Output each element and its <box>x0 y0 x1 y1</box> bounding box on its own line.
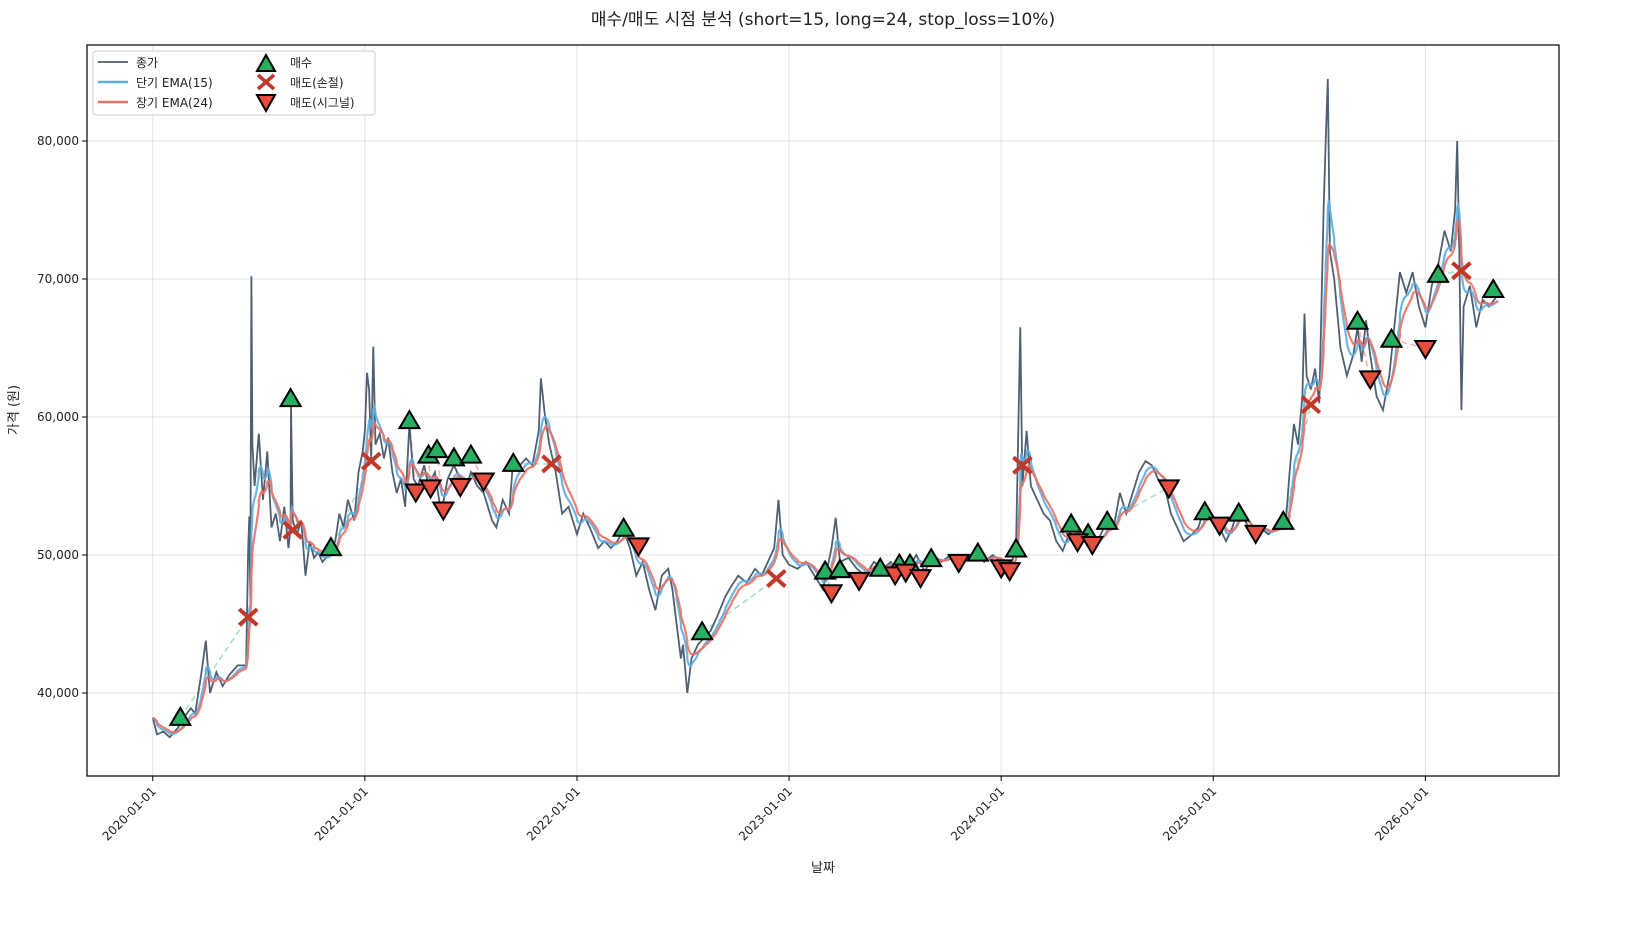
legend-sell-signal-icon <box>255 94 277 114</box>
plot-frame <box>86 44 1560 777</box>
buy-marker <box>919 547 943 568</box>
sell-signal-marker <box>946 553 971 574</box>
buy-marker <box>828 558 852 579</box>
stop-loss-marker <box>1300 395 1322 415</box>
stop-loss-marker <box>360 451 382 471</box>
sell-signal-marker <box>418 479 443 500</box>
sell-signal-marker <box>847 571 871 592</box>
buy-marker <box>1095 509 1119 530</box>
sell-signal-marker <box>471 472 496 493</box>
buy-marker <box>278 387 303 408</box>
stop-loss-marker <box>541 454 562 474</box>
stop-loss-stroke <box>1012 455 1033 475</box>
legend-sell-signal-label: 매도(시그널) <box>290 96 355 110</box>
stop-loss-stroke <box>282 520 304 540</box>
trade-markers <box>168 261 1505 726</box>
sell-signal-marker <box>404 483 428 504</box>
stop-loss-marker <box>1451 261 1472 281</box>
close-price-line <box>151 78 1499 739</box>
y-tick-label: 50,000 <box>37 548 79 562</box>
sell-signal-marker <box>448 478 473 498</box>
legend-stop-loss-icon <box>256 73 276 91</box>
sell-signal-marker <box>1413 340 1438 360</box>
stop-loss-marker <box>282 520 304 540</box>
buy-marker <box>425 438 449 459</box>
sell-signal-marker <box>1156 479 1181 500</box>
buy-marker <box>1426 262 1450 283</box>
sell-signal-marker <box>1080 535 1105 556</box>
stop-loss-marker <box>1012 455 1033 475</box>
sell-signal-marker <box>1207 516 1232 537</box>
legend-ema-long-label: 장기 EMA(24) <box>136 96 213 110</box>
buy-marker <box>459 443 483 464</box>
sell-signal-marker <box>626 537 651 558</box>
x-tick-label: 2021-01-01 <box>312 784 371 843</box>
x-tick-label: 2022-01-01 <box>524 784 583 843</box>
stop-loss-marker <box>237 607 259 627</box>
stop-loss-stroke <box>1451 261 1472 281</box>
x-axis-label: 날짜 <box>811 861 835 876</box>
legend: 종가 단기 EMA(15) 장기 EMA(24) 매수 매도(손절) 매도(시그… <box>92 50 376 116</box>
x-tick-label: 2020-01-01 <box>100 784 159 843</box>
stop-loss-stroke <box>766 568 787 588</box>
buy-marker <box>813 559 837 580</box>
legend-buy-label: 매수 <box>290 56 312 70</box>
sell-signal-marker <box>1243 524 1268 545</box>
buy-marker <box>1345 309 1370 330</box>
buy-marker <box>501 451 526 472</box>
buy-marker <box>319 536 343 557</box>
legend-stop-loss-label: 매도(손절) <box>290 76 344 90</box>
buy-marker <box>168 705 193 726</box>
buy-marker <box>611 516 636 537</box>
stop-loss-stroke <box>360 451 382 471</box>
y-axis-label: 가격 (원) <box>7 385 22 435</box>
trade-connector <box>1106 486 1170 523</box>
stop-loss-stroke <box>237 607 259 627</box>
buy-marker <box>442 446 466 467</box>
y-tick-label: 40,000 <box>37 686 79 700</box>
stop-loss-stroke <box>1300 395 1322 415</box>
sell-signal-marker <box>1358 370 1382 391</box>
x-tick-label: 2024-01-01 <box>948 784 1007 843</box>
buy-marker <box>1481 278 1505 299</box>
legend-box <box>92 50 376 116</box>
buy-marker <box>966 541 990 562</box>
x-tick-label: 2025-01-01 <box>1160 784 1219 843</box>
buy-marker <box>1271 509 1296 530</box>
trade-connector <box>179 616 249 719</box>
sell-signal-marker <box>997 562 1022 583</box>
stop-loss-marker <box>766 568 787 588</box>
series-lines <box>151 78 1499 739</box>
legend-ema-short-label: 단기 EMA(15) <box>136 76 213 90</box>
sell-signal-marker <box>431 501 456 522</box>
y-axis-ticks: 40,000 50,000 60,000 70,000 80,000 <box>37 134 87 700</box>
x-tick-label: 2026-01-01 <box>1372 784 1431 843</box>
sell-signal-marker <box>908 569 933 590</box>
stop-loss-stroke <box>541 454 562 474</box>
legend-close-label: 종가 <box>136 56 158 70</box>
buy-marker <box>397 409 422 430</box>
buy-marker <box>1059 512 1083 533</box>
x-axis-ticks: 2020-01-01 2021-01-01 2022-01-01 2023-01-01… <box>100 776 1431 843</box>
sell-signal-marker <box>893 563 918 584</box>
sell-signal-marker <box>819 584 844 605</box>
y-tick-label: 60,000 <box>37 410 79 424</box>
chart-title: 매수/매도 시점 분석 (short=15, long=24, stop_los… <box>591 10 1055 30</box>
trade-connector <box>330 460 372 549</box>
legend-buy-icon <box>255 52 277 72</box>
y-tick-label: 70,000 <box>37 272 79 286</box>
y-tick-label: 80,000 <box>37 134 79 148</box>
x-tick-label: 2023-01-01 <box>736 784 795 843</box>
buy-marker <box>1193 500 1217 521</box>
ema-long-line <box>152 218 1499 734</box>
grid <box>87 45 1559 776</box>
buy-marker <box>1004 537 1028 558</box>
trade-lines <box>179 269 1462 719</box>
buy-marker <box>690 620 714 641</box>
buy-marker <box>1226 501 1251 522</box>
buy-marker <box>1379 327 1404 348</box>
